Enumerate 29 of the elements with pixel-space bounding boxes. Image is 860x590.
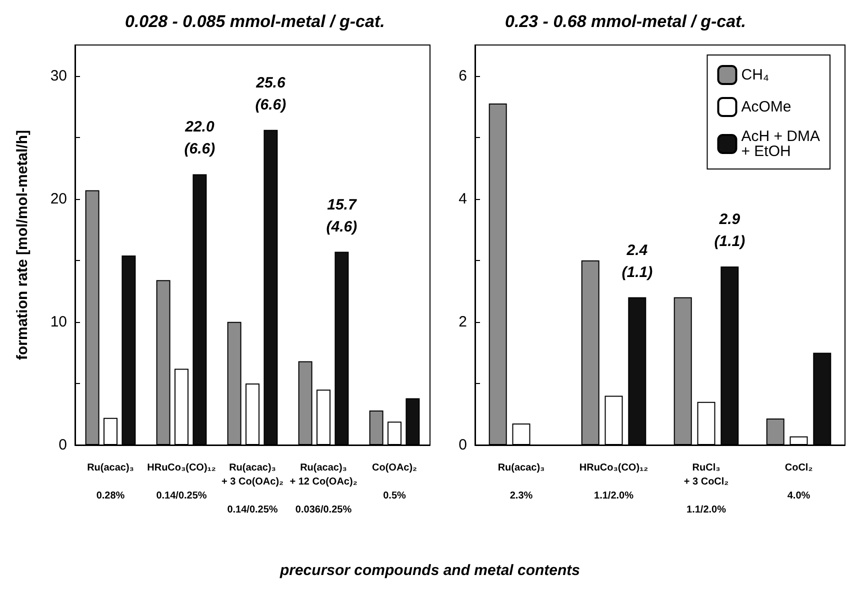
category-label: CoCl₂ 4.0% <box>784 462 813 502</box>
y-tick-label: 4 <box>458 190 467 208</box>
category-label: RuCl₃ + 3 CoCl₂ 1.1/2.0% <box>684 462 729 516</box>
category-label: HRuCo₃(CO)₁₂ 0.14/0.25% <box>147 462 216 502</box>
y-tick-label: 0 <box>58 436 67 454</box>
data-label: 2.9 (1.1) <box>714 211 746 250</box>
chart-title: 0.23 - 0.68 mmol-metal / g-cat. <box>505 12 746 31</box>
y-tick-label: 30 <box>50 67 67 84</box>
category-label: Ru(acac)₃ + 3 Co(OAc)₂ 0.14/0.25% <box>222 462 284 516</box>
y-tick-label: 0 <box>458 436 467 454</box>
category-label: Ru(acac)₃ 2.3% <box>498 462 545 502</box>
chart-title: 0.028 - 0.085 mmol-metal / g-cat. <box>125 12 385 31</box>
legend-label: AcOMe <box>741 98 792 116</box>
y-tick-label: 6 <box>458 67 467 84</box>
y-tick-label: 20 <box>50 190 67 208</box>
legend-label: CH₄ <box>741 66 770 84</box>
data-label: 2.4 (1.1) <box>622 242 653 281</box>
data-label: 22.0 (6.6) <box>184 118 216 158</box>
y-axis-title: formation rate [mol/mol-metal/h] <box>14 130 31 360</box>
data-label: 25.6 (6.6) <box>255 74 286 114</box>
category-label: Ru(acac)₃ 0.28% <box>87 462 134 502</box>
legend-label: AcH + DMA + EtOH <box>741 128 820 160</box>
x-axis-title: precursor compounds and metal contents <box>278 562 582 579</box>
category-label: Ru(acac)₃ + 12 Co(OAc)₂ 0.036/0.25% <box>290 462 358 516</box>
y-tick-label: 10 <box>50 313 67 330</box>
data-label: 15.7 (4.6) <box>326 196 358 236</box>
category-label: Co(OAc)₂ 0.5% <box>372 462 417 502</box>
y-tick-label: 2 <box>458 313 467 330</box>
category-label: HRuCo₃(CO)₁₂ 1.1/2.0% <box>579 462 648 502</box>
